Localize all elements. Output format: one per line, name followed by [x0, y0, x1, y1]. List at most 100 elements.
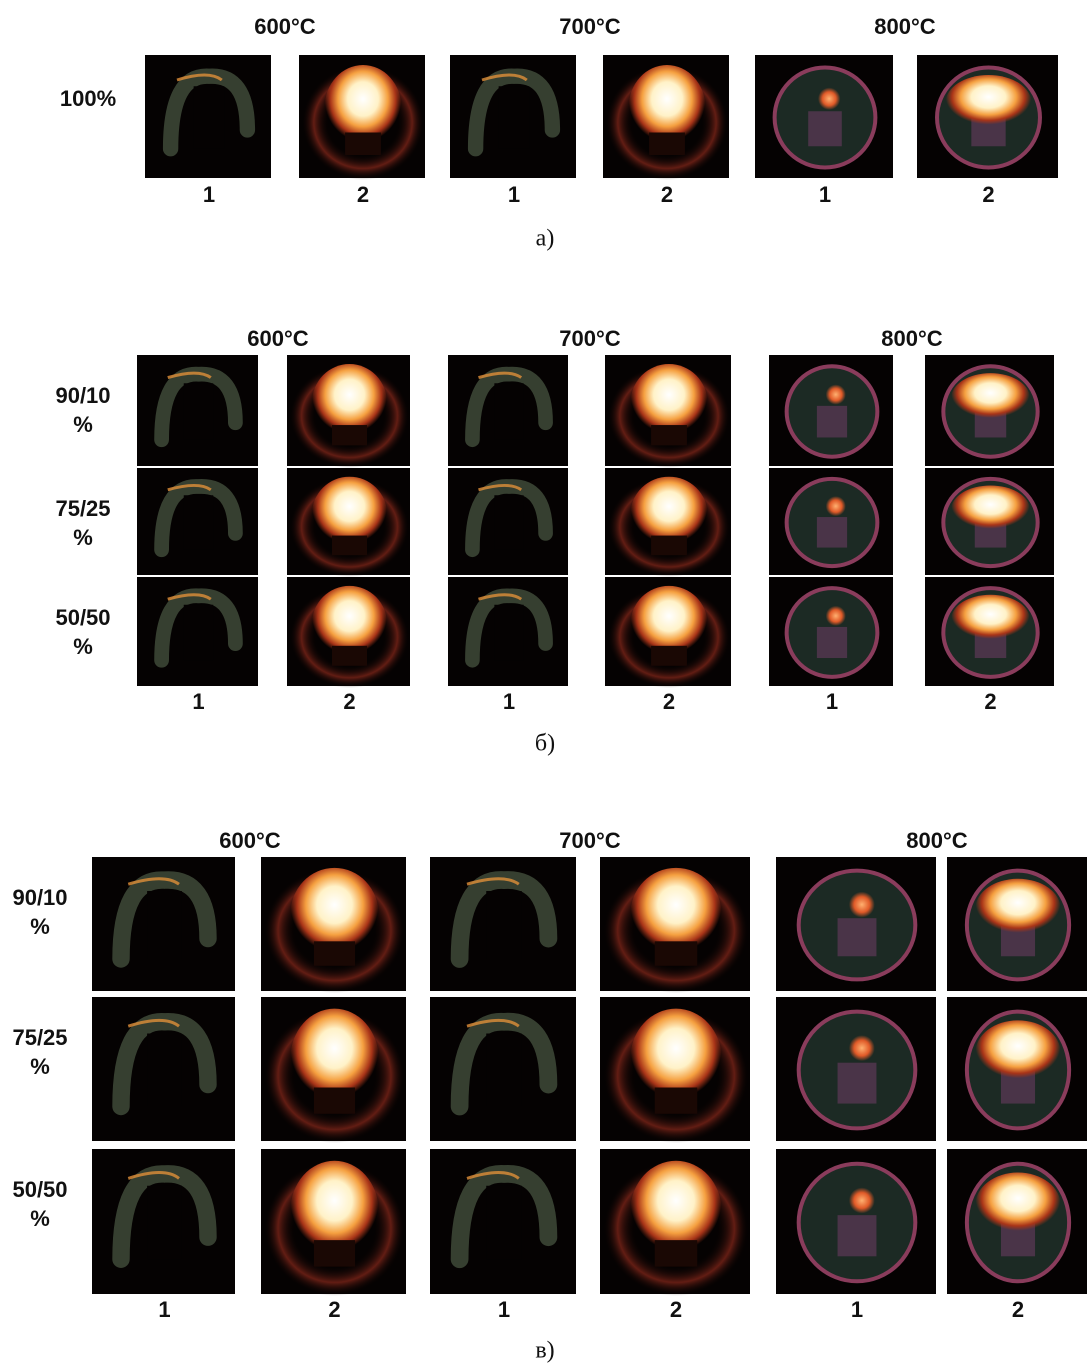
- sample: [332, 425, 367, 445]
- photo: [287, 468, 410, 577]
- sample: [494, 605, 523, 661]
- photo: [917, 55, 1058, 178]
- sample: [649, 133, 685, 156]
- photo: [430, 1149, 576, 1294]
- ignition-spot: [818, 88, 840, 110]
- photo: [448, 355, 568, 466]
- row-label: %: [73, 412, 93, 437]
- temperature-label: 600°C: [247, 326, 309, 351]
- row-label: 90/10: [12, 885, 67, 910]
- photo: [145, 55, 271, 178]
- column-label: 1: [503, 689, 515, 714]
- sample: [651, 536, 687, 556]
- photo: [92, 997, 235, 1141]
- panel-caption: в): [535, 1338, 554, 1364]
- sample-holder: [817, 517, 847, 548]
- sample-holder: [838, 1215, 877, 1256]
- sample: [655, 941, 698, 965]
- row-label: 90/10: [55, 383, 110, 408]
- ignition-spot: [826, 384, 846, 404]
- photo: [299, 55, 425, 180]
- photo: [603, 55, 729, 180]
- sample: [651, 646, 687, 666]
- temperature-label: 800°C: [881, 326, 943, 351]
- sample: [494, 495, 523, 550]
- photo: [755, 55, 893, 178]
- column-label: 2: [343, 689, 355, 714]
- sample-holder: [817, 627, 847, 658]
- row-label: 50/50: [55, 605, 110, 630]
- sample: [486, 1034, 522, 1107]
- sample: [494, 383, 523, 440]
- temperature-label: 600°C: [219, 828, 281, 853]
- photo: [448, 577, 568, 686]
- sample: [332, 536, 367, 556]
- photo: [925, 355, 1054, 466]
- sample: [314, 1088, 355, 1114]
- row-label: %: [30, 1206, 50, 1231]
- column-label: 1: [498, 1297, 510, 1322]
- column-label: 2: [1012, 1297, 1024, 1322]
- sample: [651, 425, 687, 445]
- column-label: 1: [508, 182, 520, 207]
- photo: [605, 355, 731, 468]
- flame: [975, 1020, 1060, 1084]
- photo: [430, 857, 576, 991]
- photo: [769, 355, 893, 466]
- row-label: 75/25: [12, 1025, 67, 1050]
- row-label: 50/50: [12, 1177, 67, 1202]
- temperature-label: 800°C: [874, 14, 936, 39]
- sample: [184, 383, 214, 440]
- sample-holder: [838, 918, 877, 956]
- photo: [261, 857, 406, 993]
- photo: [925, 577, 1054, 686]
- sample: [499, 86, 530, 149]
- photo: [605, 577, 731, 688]
- photo: [925, 468, 1054, 575]
- column-label: 2: [670, 1297, 682, 1322]
- row-label: %: [30, 914, 50, 939]
- photo: [947, 997, 1087, 1141]
- photo: [287, 355, 410, 468]
- photo: [605, 468, 731, 577]
- ignition-spot: [826, 496, 846, 516]
- photo: [137, 468, 258, 575]
- photo: [600, 1149, 750, 1296]
- column-label: 1: [192, 689, 204, 714]
- sample: [147, 891, 182, 959]
- sample: [332, 646, 367, 666]
- row-label: %: [73, 634, 93, 659]
- photo: [450, 55, 576, 178]
- temperature-label: 700°C: [559, 828, 621, 853]
- flame: [951, 595, 1030, 644]
- column-label: 1: [203, 182, 215, 207]
- sample: [486, 1186, 522, 1260]
- sample: [147, 1186, 182, 1260]
- sample-holder: [817, 406, 847, 438]
- photo: [448, 468, 568, 575]
- column-label: 2: [982, 182, 994, 207]
- column-label: 2: [357, 182, 369, 207]
- row-label: %: [30, 1054, 50, 1079]
- column-label: 2: [328, 1297, 340, 1322]
- flame: [975, 879, 1060, 939]
- column-label: 1: [826, 689, 838, 714]
- row-label: 75/25: [55, 496, 110, 521]
- sample: [184, 495, 214, 550]
- row-label: %: [73, 525, 93, 550]
- flame: [975, 1173, 1060, 1238]
- column-label: 1: [851, 1297, 863, 1322]
- column-label: 1: [158, 1297, 170, 1322]
- temperature-label: 800°C: [906, 828, 968, 853]
- temperature-label: 700°C: [559, 326, 621, 351]
- column-label: 2: [984, 689, 996, 714]
- photo: [261, 997, 406, 1143]
- sample: [314, 1240, 355, 1266]
- ignition-spot: [849, 892, 875, 918]
- flame: [946, 75, 1032, 130]
- sample: [194, 86, 225, 149]
- sample: [486, 891, 522, 959]
- figure: 600°C700°C800°C100%121212а)600°C700°C800…: [0, 0, 1089, 1371]
- panel-caption: б): [535, 731, 555, 757]
- sample-holder: [808, 111, 842, 146]
